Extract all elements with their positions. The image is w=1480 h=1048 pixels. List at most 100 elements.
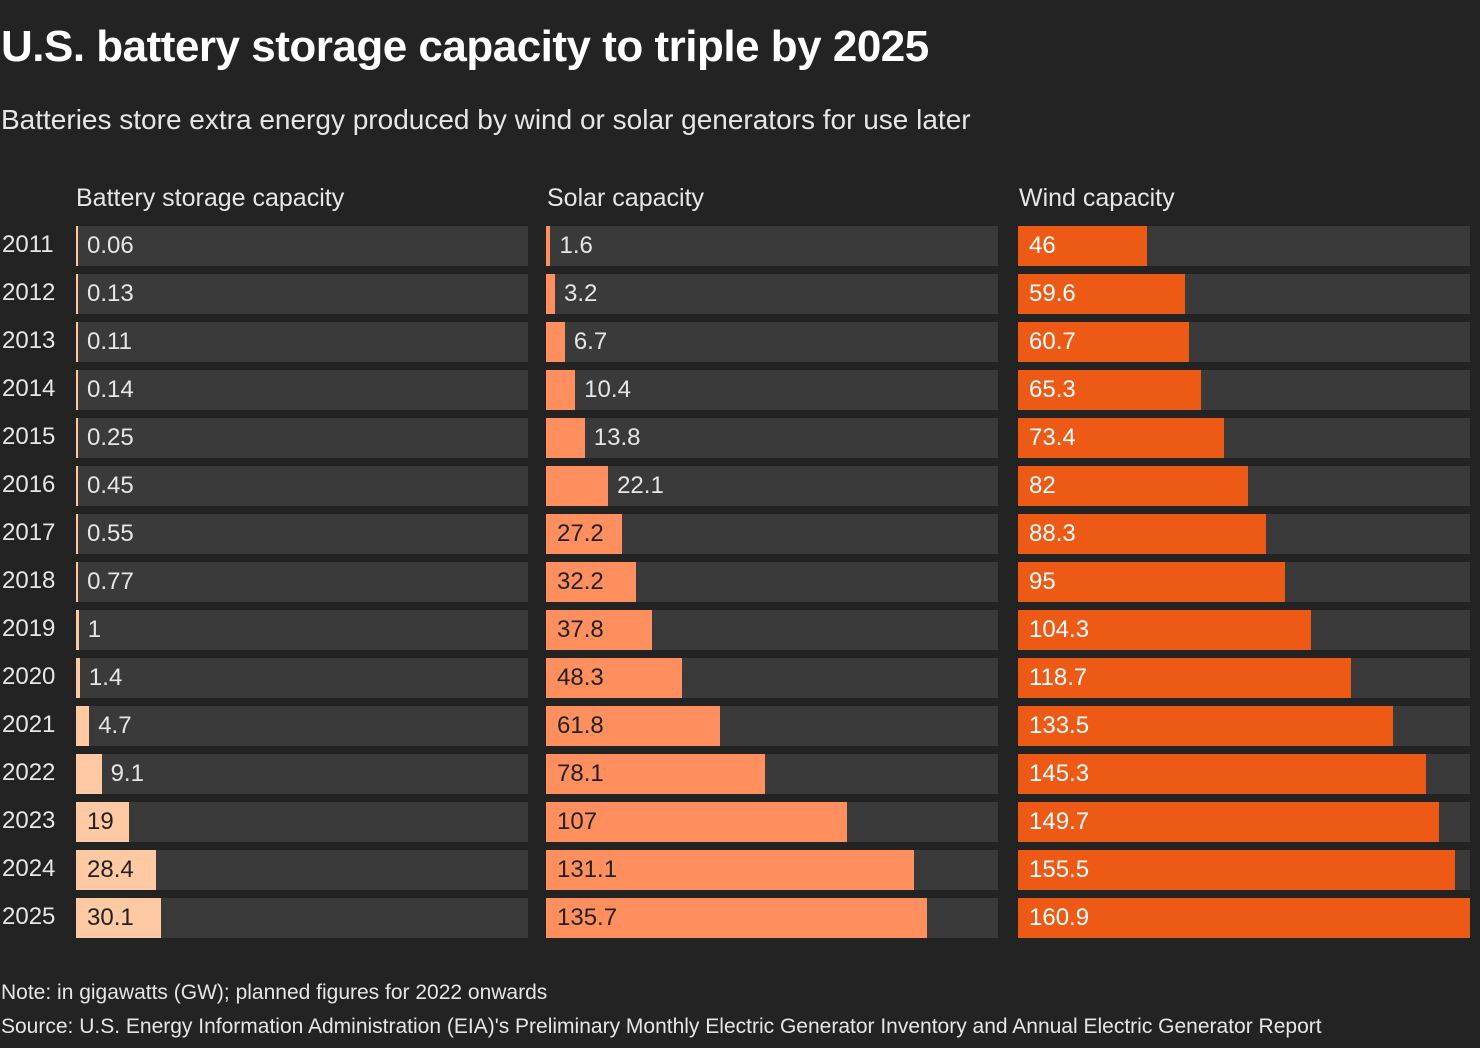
bar	[1018, 754, 1427, 794]
data-label: 3.2	[563, 280, 598, 307]
year-label: 2011	[2, 231, 54, 258]
bar	[76, 802, 130, 842]
data-label: 1	[87, 616, 102, 643]
year-label: 2019	[2, 615, 56, 642]
year-label: 2025	[2, 903, 56, 930]
bar	[546, 658, 682, 698]
bar	[76, 514, 78, 554]
chart-note: Note: in gigawatts (GW); planned figures…	[1, 981, 548, 1004]
data-label: 107	[557, 808, 598, 835]
data-label: 1.4	[88, 664, 123, 691]
data-label: 133.5	[1029, 712, 1090, 739]
bar	[546, 370, 576, 410]
bar	[546, 610, 653, 650]
year-label: 2012	[2, 279, 56, 306]
chart-source: Source: U.S. Energy Information Administ…	[1, 1015, 1322, 1038]
bar-track	[76, 370, 528, 410]
bar	[1018, 370, 1202, 410]
data-label: 131.1	[557, 856, 618, 883]
data-label: 13.8	[593, 424, 641, 451]
bar	[1018, 562, 1285, 602]
bar	[1018, 274, 1186, 314]
bar	[546, 802, 847, 842]
bar	[546, 850, 915, 890]
bar-track	[76, 514, 528, 554]
bar	[546, 898, 928, 938]
data-label: 160.9	[1029, 904, 1090, 931]
bar	[76, 562, 79, 602]
bar-track	[546, 370, 998, 410]
column-header-solar: Solar capacity	[547, 184, 705, 212]
bar-track	[546, 466, 998, 506]
bar-track	[76, 322, 528, 362]
bar-track	[76, 466, 528, 506]
bar-track	[546, 274, 998, 314]
bar	[546, 226, 551, 266]
bar	[76, 610, 79, 650]
chart-subtitle: Batteries store extra energy produced by…	[1, 104, 971, 135]
data-label: 0.45	[87, 472, 134, 499]
data-label: 32.2	[557, 568, 604, 595]
bar	[546, 274, 555, 314]
bar	[546, 322, 565, 362]
bar	[546, 562, 637, 602]
data-label: 19	[87, 808, 114, 835]
column-header-battery: Battery storage capacity	[76, 184, 345, 212]
data-label: 0.77	[87, 568, 134, 595]
year-label: 2024	[2, 855, 56, 882]
data-label: 104.3	[1029, 616, 1090, 643]
bar	[1018, 466, 1249, 506]
data-label: 61.8	[557, 712, 604, 739]
year-label: 2016	[2, 471, 56, 498]
data-label: 0.11	[87, 328, 132, 355]
data-label: 0.14	[87, 376, 134, 403]
bar	[76, 322, 78, 362]
bar-track	[76, 706, 528, 746]
bar	[76, 658, 80, 698]
bar	[546, 706, 720, 746]
year-label: 2015	[2, 423, 56, 450]
chart-title: U.S. battery storage capacity to triple …	[1, 22, 929, 71]
bar-track	[76, 658, 528, 698]
bar	[1018, 898, 1470, 938]
bar	[1018, 322, 1189, 362]
data-label: 78.1	[557, 760, 604, 787]
data-label: 155.5	[1029, 856, 1090, 883]
year-label: 2018	[2, 567, 56, 594]
data-label: 118.7	[1029, 664, 1088, 691]
bar-track	[546, 418, 998, 458]
year-label: 2014	[2, 375, 56, 402]
column-header-wind: Wind capacity	[1019, 184, 1175, 212]
bar	[1018, 802, 1439, 842]
bar-track	[76, 802, 528, 842]
bar	[1018, 418, 1225, 458]
data-label: 28.4	[87, 856, 134, 883]
data-label: 60.7	[1029, 328, 1076, 355]
bar	[76, 226, 78, 266]
bar-track	[546, 226, 998, 266]
bar	[1018, 850, 1455, 890]
data-label: 0.25	[87, 424, 134, 451]
bar	[76, 898, 161, 938]
data-label: 0.13	[87, 280, 134, 307]
bar	[76, 850, 156, 890]
data-label: 0.55	[87, 520, 134, 547]
data-label: 30.1	[87, 904, 134, 931]
bar	[76, 274, 78, 314]
data-label: 88.3	[1029, 520, 1076, 547]
bar	[76, 754, 102, 794]
bar-track	[546, 322, 998, 362]
bar	[1018, 514, 1267, 554]
bar	[76, 418, 78, 458]
data-label: 59.6	[1029, 280, 1076, 307]
bar-track	[76, 274, 528, 314]
data-label: 9.1	[110, 760, 144, 787]
bar-track	[76, 610, 528, 650]
data-label: 27.2	[557, 520, 604, 547]
bar-track	[76, 226, 528, 266]
data-label: 46	[1029, 232, 1056, 259]
data-label: 135.7	[557, 904, 618, 931]
data-label: 1.6	[559, 232, 593, 259]
bar-track	[76, 562, 528, 602]
year-label: 2021	[2, 711, 56, 738]
